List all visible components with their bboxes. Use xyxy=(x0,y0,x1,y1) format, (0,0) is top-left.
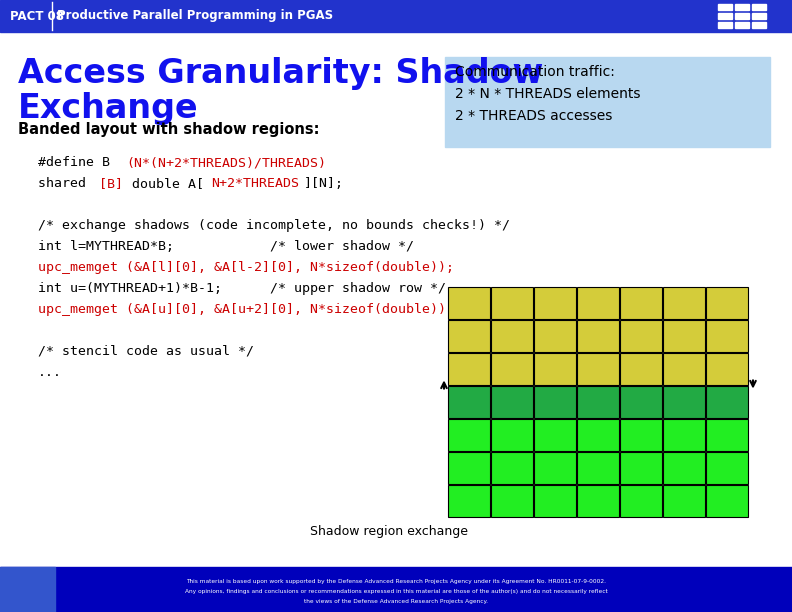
Text: the views of the Defense Advanced Research Projects Agency.: the views of the Defense Advanced Resear… xyxy=(304,599,488,603)
Bar xyxy=(663,353,705,385)
Bar xyxy=(718,4,732,10)
Bar xyxy=(663,320,705,352)
Bar xyxy=(620,485,662,517)
Text: PACT 08: PACT 08 xyxy=(10,10,64,23)
Bar xyxy=(491,419,533,451)
Text: 2 * N * THREADS elements: 2 * N * THREADS elements xyxy=(455,87,641,101)
Text: upc_memget (&A[l][0], &A[l-2][0], N*sizeof(double));: upc_memget (&A[l][0], &A[l-2][0], N*size… xyxy=(38,261,454,274)
Text: double A[: double A[ xyxy=(124,177,204,190)
Text: upc_memget (&A[u][0], &A[u+2][0], N*sizeof(double));: upc_memget (&A[u][0], &A[u+2][0], N*size… xyxy=(38,303,454,316)
Bar xyxy=(448,353,490,385)
Text: Communication traffic:: Communication traffic: xyxy=(455,65,615,79)
Text: N+2*THREADS: N+2*THREADS xyxy=(211,177,299,190)
Bar xyxy=(620,452,662,484)
Bar xyxy=(735,22,749,28)
Bar xyxy=(445,57,770,147)
Text: shared: shared xyxy=(38,177,94,190)
Bar xyxy=(706,320,748,352)
Bar xyxy=(448,287,490,319)
Text: int u=(MYTHREAD+1)*B-1;      /* upper shadow row */: int u=(MYTHREAD+1)*B-1; /* upper shadow … xyxy=(38,282,446,295)
Text: (N*(N+2*THREADS)/THREADS): (N*(N+2*THREADS)/THREADS) xyxy=(126,156,326,169)
Bar xyxy=(620,287,662,319)
Text: Productive Parallel Programming in PGAS: Productive Parallel Programming in PGAS xyxy=(57,10,333,23)
Bar xyxy=(706,485,748,517)
Text: 2 * THREADS accesses: 2 * THREADS accesses xyxy=(455,109,612,123)
Bar xyxy=(534,320,576,352)
Bar xyxy=(448,452,490,484)
Bar xyxy=(577,452,619,484)
Bar xyxy=(577,386,619,418)
Text: #define B: #define B xyxy=(38,156,118,169)
Bar xyxy=(534,353,576,385)
Bar xyxy=(706,452,748,484)
Bar xyxy=(448,386,490,418)
Bar xyxy=(752,13,766,19)
Bar xyxy=(448,419,490,451)
Bar xyxy=(534,452,576,484)
Text: Banded layout with shadow regions:: Banded layout with shadow regions: xyxy=(18,122,319,137)
Bar xyxy=(491,452,533,484)
Bar xyxy=(491,287,533,319)
Bar xyxy=(706,287,748,319)
Text: Any opinions, findings and conclusions or recommendations expressed in this mate: Any opinions, findings and conclusions o… xyxy=(185,589,607,594)
Text: [B]: [B] xyxy=(99,177,123,190)
Text: Shadow region exchange: Shadow region exchange xyxy=(310,525,468,538)
Bar xyxy=(752,4,766,10)
Bar xyxy=(663,485,705,517)
Bar xyxy=(491,485,533,517)
Bar xyxy=(577,353,619,385)
Text: int l=MYTHREAD*B;            /* lower shadow */: int l=MYTHREAD*B; /* lower shadow */ xyxy=(38,240,414,253)
Bar xyxy=(706,386,748,418)
Bar xyxy=(0,567,792,612)
Bar xyxy=(663,452,705,484)
Text: ][N];: ][N]; xyxy=(304,177,344,190)
Text: Access Granularity: Shadow: Access Granularity: Shadow xyxy=(18,57,543,90)
Bar xyxy=(534,386,576,418)
Text: /* stencil code as usual */: /* stencil code as usual */ xyxy=(38,345,254,358)
Bar xyxy=(620,419,662,451)
Bar xyxy=(752,22,766,28)
Bar xyxy=(706,419,748,451)
Bar xyxy=(577,287,619,319)
Bar xyxy=(491,386,533,418)
Bar xyxy=(534,485,576,517)
Bar xyxy=(534,287,576,319)
Bar xyxy=(577,485,619,517)
Text: /* exchange shadows (code incomplete, no bounds checks!) */: /* exchange shadows (code incomplete, no… xyxy=(38,219,510,232)
Bar xyxy=(663,287,705,319)
Bar xyxy=(620,353,662,385)
Bar xyxy=(718,22,732,28)
Text: Exchange: Exchange xyxy=(18,92,199,125)
Text: ...: ... xyxy=(38,366,62,379)
Bar xyxy=(663,419,705,451)
Bar xyxy=(663,386,705,418)
Bar xyxy=(735,4,749,10)
Bar xyxy=(735,13,749,19)
Bar xyxy=(620,386,662,418)
Bar xyxy=(0,0,792,32)
Bar xyxy=(491,320,533,352)
Bar xyxy=(577,320,619,352)
Bar xyxy=(0,567,55,612)
Bar xyxy=(448,485,490,517)
Bar xyxy=(491,353,533,385)
Bar xyxy=(620,320,662,352)
Bar xyxy=(718,13,732,19)
Bar xyxy=(448,320,490,352)
Bar xyxy=(534,419,576,451)
Bar xyxy=(706,353,748,385)
Bar xyxy=(577,419,619,451)
Text: This material is based upon work supported by the Defense Advanced Research Proj: This material is based upon work support… xyxy=(186,580,606,584)
